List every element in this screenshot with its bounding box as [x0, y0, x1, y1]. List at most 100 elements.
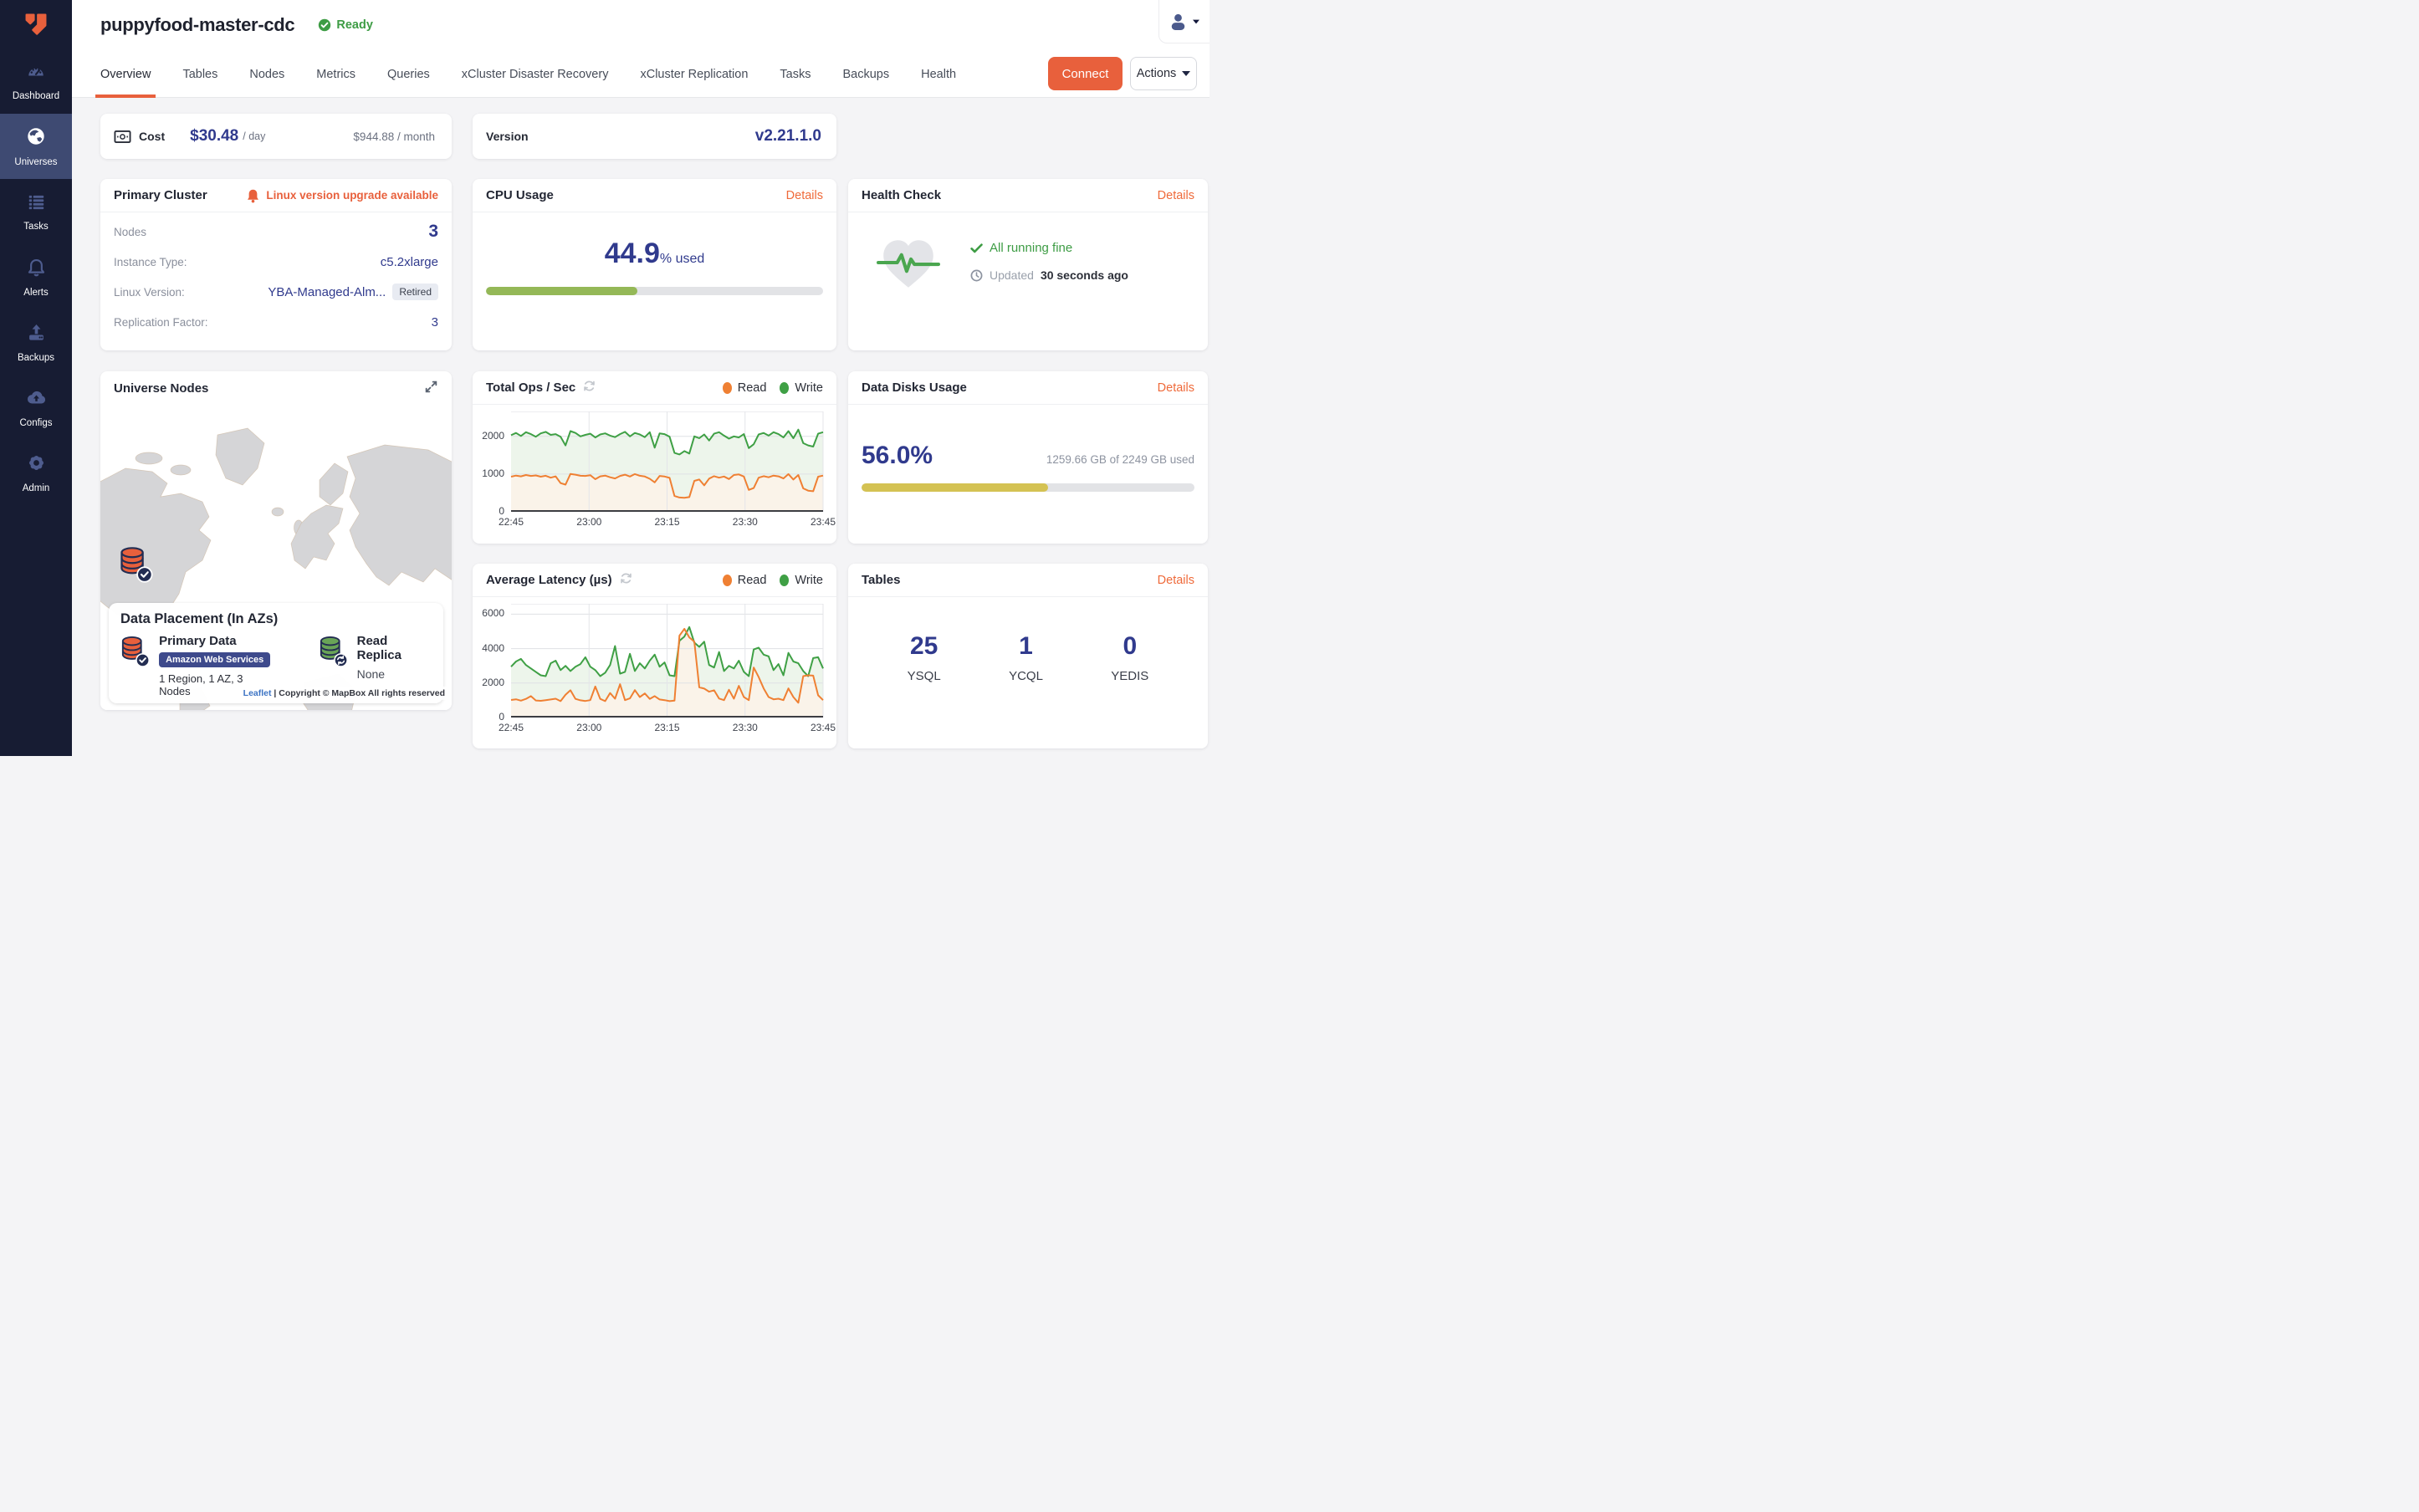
cpu-progress-track	[486, 287, 823, 295]
version-label: Version	[486, 130, 529, 143]
cpu-usage-title: CPU Usage	[486, 188, 554, 202]
cloud-upload-icon	[25, 387, 48, 412]
tab-xcluster-dr[interactable]: xCluster Disaster Recovery	[461, 67, 609, 81]
sidebar-item-label: Dashboard	[12, 91, 60, 101]
chart-legend: Read Write	[722, 381, 823, 395]
count-label: YCQL	[1009, 669, 1043, 683]
heart-pulse-icon	[877, 240, 940, 288]
y-axis-tick: 2000	[482, 676, 504, 688]
sidebar-item-alerts[interactable]: Alerts	[0, 244, 72, 309]
cpu-details-link[interactable]: Details	[785, 188, 823, 202]
connect-button[interactable]: Connect	[1048, 57, 1123, 90]
avg-latency-card: Average Latency (µs) Read Write 0 2000 400…	[473, 564, 836, 748]
cluster-row-replication-factor: Replication Factor: 3	[114, 311, 438, 333]
gear-icon	[26, 452, 47, 478]
count-label: YEDIS	[1111, 669, 1149, 683]
refresh-icon[interactable]	[620, 572, 632, 589]
tab-queries[interactable]: Queries	[387, 67, 430, 81]
upgrade-alert[interactable]: Linux version upgrade available	[246, 188, 438, 203]
leaflet-link[interactable]: Leaflet	[243, 688, 272, 698]
sidebar-item-configs[interactable]: Configs	[0, 375, 72, 440]
primary-node-marker[interactable]	[119, 545, 154, 588]
yugabyte-logo-icon[interactable]	[0, 0, 72, 49]
sidebar-item-tasks[interactable]: Tasks	[0, 179, 72, 244]
cost-per-day-suffix: / day	[243, 130, 266, 142]
cost-label: Cost	[139, 130, 166, 143]
table-count-ysql: 25 YSQL	[908, 632, 941, 683]
disks-details-link[interactable]: Details	[1157, 381, 1194, 395]
sidebar-item-universes[interactable]: Universes	[0, 114, 72, 179]
sidebar: Dashboard Universes Tasks Alerts Backups…	[0, 0, 72, 756]
tables-details-link[interactable]: Details	[1157, 573, 1194, 587]
cluster-row-nodes: Nodes 3	[114, 221, 438, 243]
version-value: v2.21.1.0	[754, 127, 821, 145]
read-replica-title: Read Replica	[356, 634, 401, 662]
y-axis-tick: 0	[499, 505, 504, 517]
x-axis-tick: 23:45	[810, 516, 836, 528]
chart-canvas[interactable]	[510, 604, 824, 718]
tab-nodes[interactable]: Nodes	[249, 67, 285, 81]
tab-health[interactable]: Health	[921, 67, 957, 81]
x-axis-tick: 23:00	[576, 516, 602, 528]
data-placement-title: Data Placement (In AZs)	[120, 611, 279, 626]
actions-dropdown[interactable]: Actions	[1130, 57, 1197, 90]
health-updated-value: 30 seconds ago	[1040, 268, 1128, 282]
page-header: puppyfood-master-cdc Ready Overview Tabl…	[72, 0, 1210, 98]
globe-icon	[25, 125, 47, 151]
legend-label: Write	[795, 381, 823, 395]
read-dot-icon	[722, 574, 732, 586]
user-icon	[1171, 13, 1185, 30]
sidebar-item-backups[interactable]: Backups	[0, 309, 72, 375]
tab-backups[interactable]: Backups	[842, 67, 890, 81]
expand-map-icon[interactable]	[424, 380, 438, 397]
backup-upload-icon	[26, 322, 47, 347]
tab-bar: Overview Tables Nodes Metrics Queries xC…	[72, 50, 1210, 98]
clock-icon	[970, 269, 983, 281]
legend-read: Read	[722, 573, 767, 587]
primary-data-title: Primary Data	[159, 634, 237, 648]
avg-latency-title: Average Latency (µs)	[486, 573, 612, 587]
tab-tasks[interactable]: Tasks	[780, 67, 811, 81]
primary-cluster-card: Primary Cluster Linux version upgrade av…	[100, 179, 452, 350]
chevron-down-icon	[1182, 71, 1191, 76]
tables-title: Tables	[862, 573, 901, 587]
read-replica-group: Read Replica None	[319, 634, 432, 697]
data-disks-card: Data Disks Usage Details 56.0% 1259.66 G…	[848, 371, 1208, 544]
legend-write: Write	[780, 574, 823, 587]
read-replica-detail: None	[356, 667, 386, 681]
primary-cluster-title: Primary Cluster	[114, 188, 207, 202]
user-menu[interactable]	[1158, 0, 1210, 43]
sidebar-item-label: Backups	[17, 352, 55, 363]
health-check-card: Health Check Details All running fine Up…	[848, 179, 1208, 350]
sidebar-item-admin[interactable]: Admin	[0, 440, 72, 505]
count-value: 0	[1123, 632, 1138, 660]
y-axis-tick: 2000	[482, 429, 504, 442]
status-label: Ready	[336, 18, 373, 32]
tab-tables[interactable]: Tables	[182, 67, 218, 81]
overview-content: Cost $30.48 / day $944.88 / month Versio…	[72, 98, 1210, 756]
sidebar-item-dashboard[interactable]: Dashboard	[0, 49, 72, 114]
map-canvas[interactable]: Data Placement (In AZs)	[100, 405, 452, 710]
legend-label: Read	[737, 573, 767, 587]
cpu-progress-fill	[486, 287, 637, 295]
tasks-icon	[26, 192, 47, 216]
tab-xcluster-replication[interactable]: xCluster Replication	[640, 67, 749, 81]
chart-area: 0 1000 2000 22:45 23:00 23:15 23:30 23:45	[481, 411, 836, 534]
tab-overview[interactable]: Overview	[88, 50, 163, 98]
retired-badge: Retired	[392, 284, 438, 300]
row-value: 3	[428, 222, 438, 241]
replica-db-icon	[320, 636, 348, 667]
table-count-yedis: 0 YEDIS	[1111, 632, 1148, 683]
health-details-link[interactable]: Details	[1157, 188, 1194, 202]
chart-canvas[interactable]	[510, 411, 824, 512]
x-axis-tick: 23:30	[732, 516, 758, 528]
disks-usage-detail: 1259.66 GB of 2249 GB used	[1046, 453, 1194, 466]
cost-card: Cost $30.48 / day $944.88 / month	[100, 114, 452, 159]
health-updated-label: Updated	[990, 268, 1034, 282]
table-count-ycql: 1 YCQL	[1009, 632, 1043, 683]
universe-nodes-title: Universe Nodes	[114, 381, 209, 396]
tab-metrics[interactable]: Metrics	[316, 67, 356, 81]
y-axis-tick: 4000	[482, 641, 504, 654]
refresh-icon[interactable]	[583, 380, 596, 396]
y-axis-tick: 0	[499, 711, 504, 723]
